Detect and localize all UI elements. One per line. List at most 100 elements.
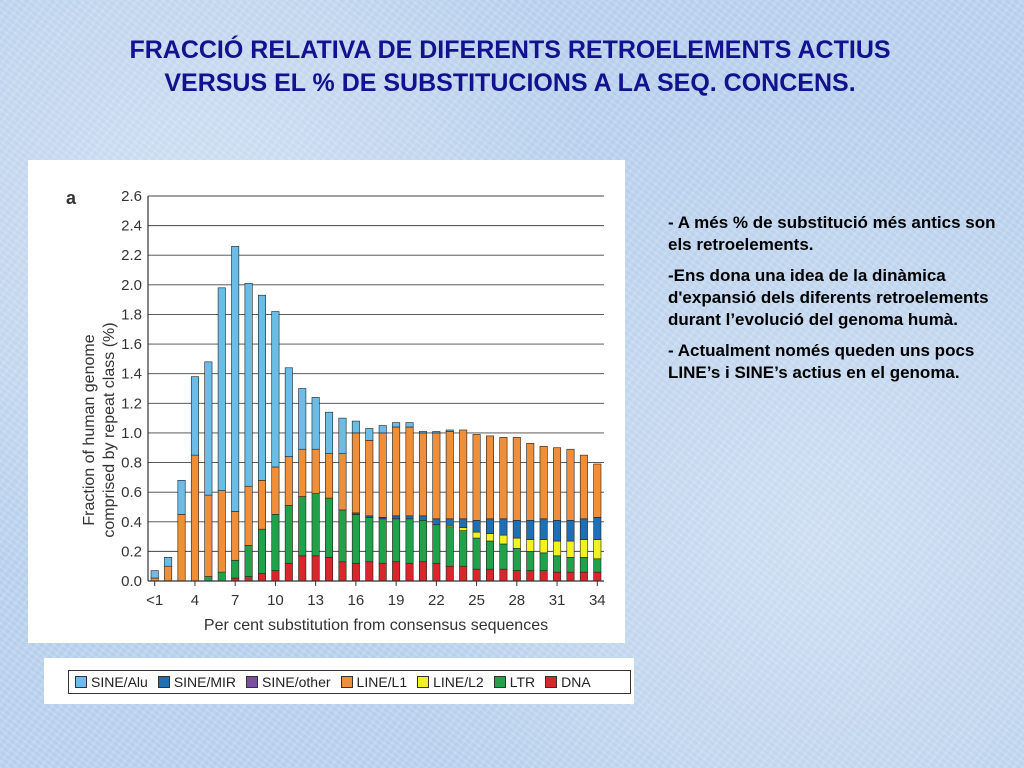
legend-swatch [75,676,87,688]
bar-segment [486,518,494,534]
bar-segment [418,431,427,434]
bar-stack [244,283,253,582]
x-axis-label: Per cent substitution from consensus seq… [204,617,548,634]
bar-stack [499,437,508,582]
legend-swatch [417,676,430,688]
bar-stack [392,422,401,582]
bar-segment [271,514,280,571]
bar-segment [271,311,280,468]
bar-segment [512,570,521,582]
bar-stack [418,431,427,582]
bar-segment [526,442,535,521]
bar-segment [553,571,562,582]
title-line-1: FRACCIÓ RELATIVA DE DIFERENTS RETROELEME… [129,36,891,64]
bar-segment [190,454,199,582]
bar-segment [298,448,307,497]
bar-segment [392,515,401,520]
bar-segment [392,518,401,563]
bar-segment [472,531,481,539]
bar-segment [499,543,508,570]
bar-segment [298,496,307,557]
bar-segment [499,437,508,520]
x-tick-label: 7 [231,592,239,609]
y-tick-label: 0.6 [121,484,142,501]
legend-swatch [157,676,170,688]
bar-segment [231,246,240,512]
bar-segment [338,417,347,454]
bar-segment [405,515,414,520]
bar-stack [445,429,454,582]
bar-segment [472,568,481,582]
legend-item: SINE/Alu [75,674,148,690]
bar-segment [459,530,468,567]
legend-swatch [545,676,558,688]
bar-stack [579,454,588,582]
bar-segment [539,518,548,540]
bar-segment [566,540,575,558]
bar-segment [392,426,401,517]
bar-segment [432,562,441,582]
bar-segment [486,533,494,542]
bar-stack [378,425,387,582]
bar-segment [378,425,387,434]
bar-segment [338,561,347,582]
x-tick-label: <1 [146,592,163,609]
bar-segment [351,562,360,582]
bar-stack [284,367,293,582]
bar-segment [405,518,414,564]
legend-label: LTR [509,674,536,690]
bar-stack [311,397,320,582]
bar-segment [432,524,441,564]
bar-segment [445,527,454,567]
bar-stack [164,557,173,582]
y-tick-label: 1.6 [121,336,142,353]
bar-segment [539,445,548,520]
legend-item: SINE/MIR [157,674,237,690]
bar-segment [204,361,213,496]
y-axis-label: Fraction of human genome comprised by re… [81,322,118,537]
bar-segment [418,432,427,517]
bar-segment [526,539,535,552]
bar-segment [217,287,226,491]
bar-segment [378,432,387,518]
x-tick-label: 34 [589,592,606,609]
bar-segment [177,480,186,515]
bar-segment [459,527,468,531]
bar-segment [244,576,253,582]
x-tick-label: 10 [267,592,284,609]
bar-segment [526,551,535,571]
bar-segment [351,514,360,564]
slide-title: FRACCIÓ RELATIVA DE DIFERENTS RETROELEME… [40,34,980,100]
legend-label: SINE/MIR [173,674,237,690]
x-tick-label: 22 [428,592,445,609]
bar-segment [244,485,253,546]
legend-item: LINE/L2 [417,674,484,690]
bar-stack [566,448,575,582]
bar-segment [284,367,293,457]
bar-segment [298,388,307,450]
bar-segment [566,557,575,573]
bar-segment [418,561,427,582]
notes-panel: - A més % de substitució més antics son … [668,212,998,393]
x-tick-label: 28 [508,592,525,609]
y-tick-label: 1.4 [121,366,142,383]
bar-segment [311,493,320,557]
bar-stack [177,480,186,582]
bar-segment [539,539,548,554]
bar-segment [177,514,186,582]
y-axis-label-line-1: Fraction of human genome [81,334,98,525]
bar-segment [325,453,334,499]
x-tick-label: 16 [348,592,365,609]
bar-segment [217,490,226,573]
bar-segment [539,570,548,582]
bar-segment [351,432,360,514]
bar-stack [486,435,494,582]
y-tick-label: 0.8 [121,455,142,472]
bar-segment [164,557,173,567]
panel-label: a [66,188,77,208]
bar-segment [553,555,562,573]
bar-segment [499,568,508,582]
bar-segment [472,434,481,521]
bar-stack [593,463,602,582]
legend-label: LINE/L2 [433,674,484,690]
